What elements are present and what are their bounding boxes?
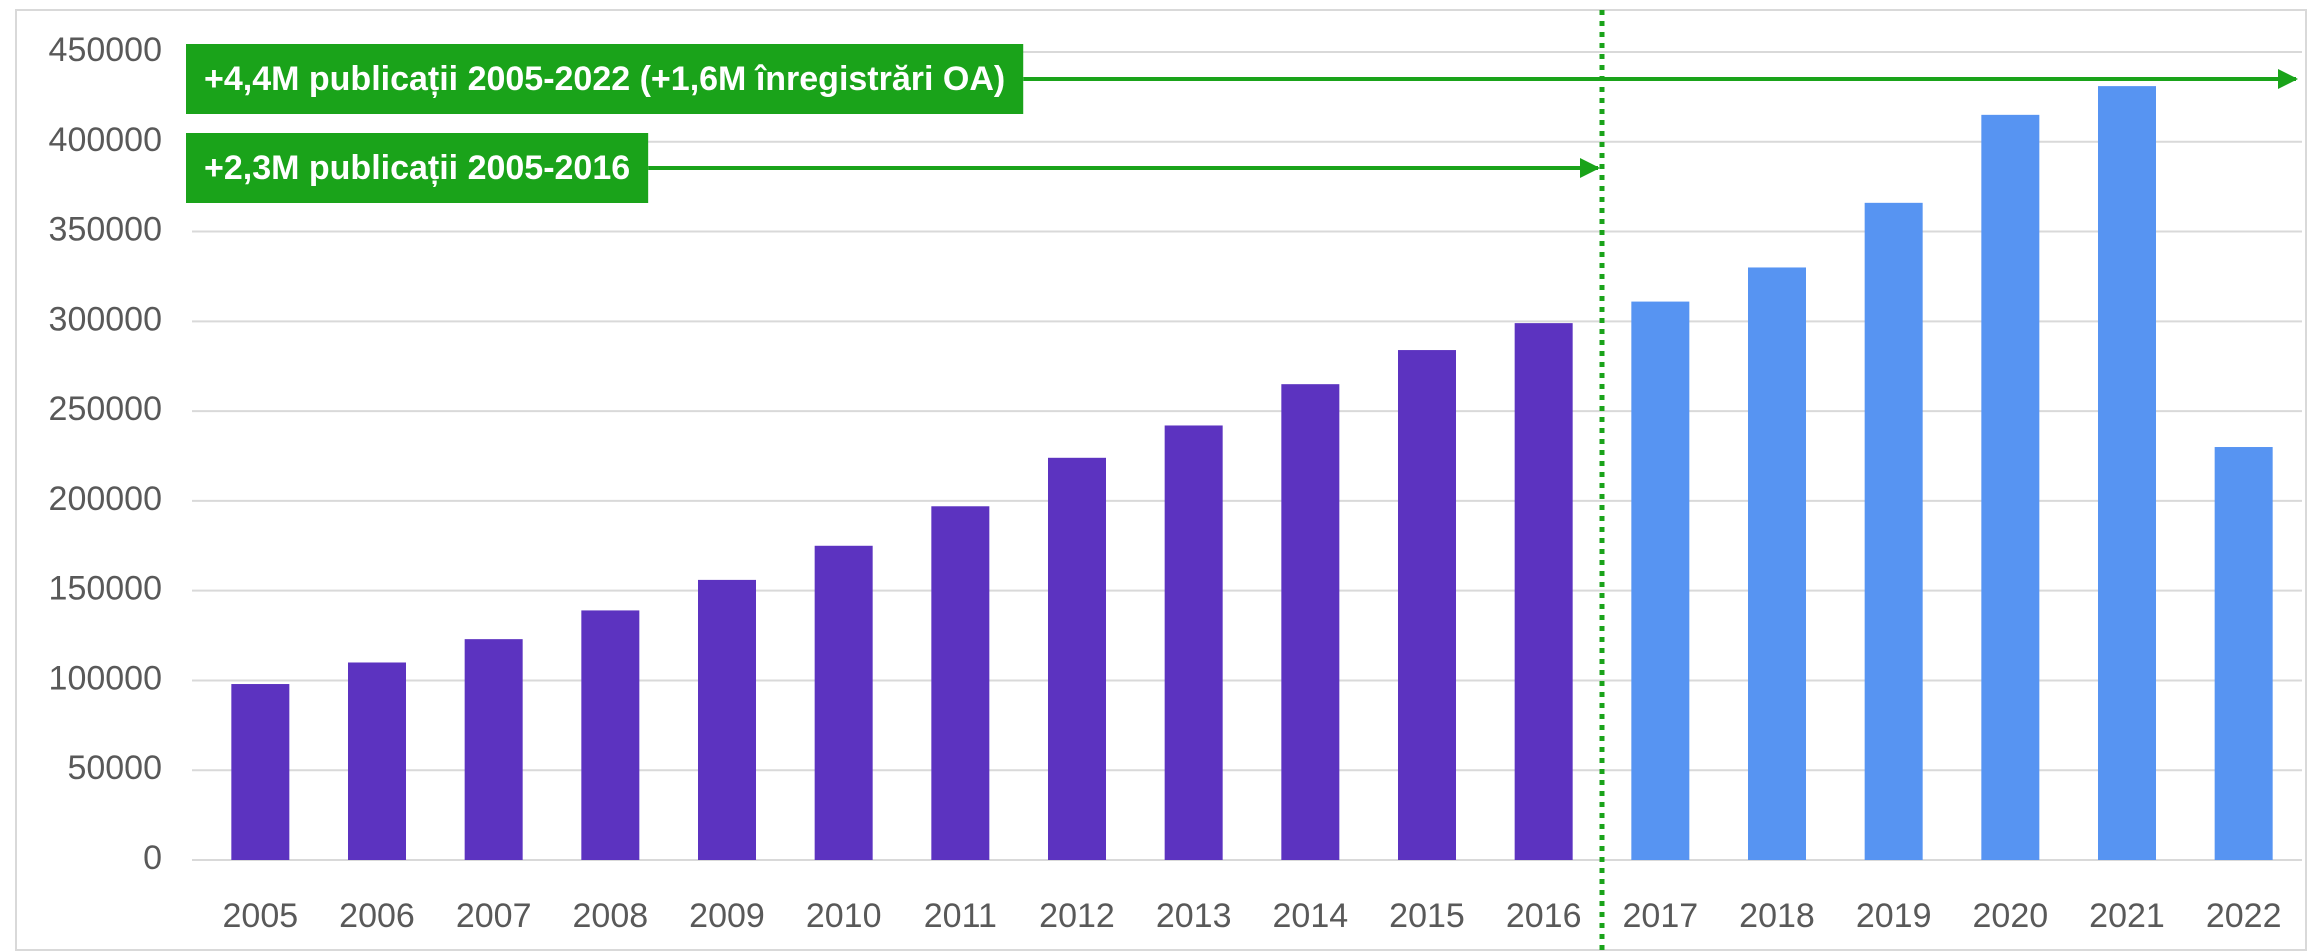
bar xyxy=(1164,425,1223,860)
x-tick-label: 2021 xyxy=(2089,897,2165,935)
annotation-box xyxy=(186,133,649,203)
bar xyxy=(1514,323,1573,860)
annotation-text: +4,4M publicații 2005-2022 (+1,6M înregi… xyxy=(204,60,1005,98)
x-tick-label: 2006 xyxy=(339,897,415,935)
x-tick-label: 2018 xyxy=(1739,897,1815,935)
y-tick-label: 100000 xyxy=(49,659,162,697)
y-tick-label: 400000 xyxy=(49,121,162,159)
y-tick-label: 350000 xyxy=(49,211,162,249)
bar xyxy=(464,639,523,860)
bar xyxy=(348,662,406,860)
bar xyxy=(1864,202,1923,860)
x-tick-label: 2011 xyxy=(924,897,997,935)
bar xyxy=(2214,447,2273,860)
y-tick-label: 450000 xyxy=(49,31,162,69)
x-tick-label: 2007 xyxy=(456,897,532,935)
y-tick-label: 50000 xyxy=(67,749,162,787)
x-tick-label: 2005 xyxy=(223,897,299,935)
x-tick-label: 2013 xyxy=(1156,897,1232,935)
chart-frame xyxy=(15,9,2307,951)
bar xyxy=(698,579,756,860)
x-tick-label: 2015 xyxy=(1389,897,1465,935)
y-tick-label: 0 xyxy=(143,839,162,877)
x-tick-label: 2014 xyxy=(1273,897,1349,935)
bar xyxy=(814,545,873,860)
bar xyxy=(1631,301,1690,860)
x-tick-label: 2019 xyxy=(1856,897,1932,935)
bar xyxy=(931,506,990,860)
y-tick-label: 150000 xyxy=(49,570,162,608)
bar xyxy=(1748,267,1806,860)
x-tick-label: 2008 xyxy=(573,897,649,935)
x-tick-label: 2020 xyxy=(1973,897,2049,935)
x-tick-label: 2022 xyxy=(2206,897,2282,935)
y-tick-label: 200000 xyxy=(49,480,162,518)
annotation-box xyxy=(186,44,1024,114)
x-tick-label: 2017 xyxy=(1623,897,1699,935)
bar xyxy=(1048,457,1106,860)
x-tick-label: 2012 xyxy=(1039,897,1115,935)
bar xyxy=(1281,384,1340,860)
annotation-text: +2,3M publicații 2005-2016 xyxy=(204,149,630,187)
bar xyxy=(2098,86,2156,861)
bar xyxy=(1981,114,2040,861)
bar xyxy=(231,684,290,860)
x-tick-label: 2016 xyxy=(1506,897,1582,935)
x-tick-label: 2010 xyxy=(806,897,882,935)
bar xyxy=(1398,350,1456,860)
bar xyxy=(581,610,640,860)
y-tick-label: 250000 xyxy=(49,390,162,428)
x-tick-label: 2009 xyxy=(689,897,765,935)
y-tick-label: 300000 xyxy=(49,300,162,338)
